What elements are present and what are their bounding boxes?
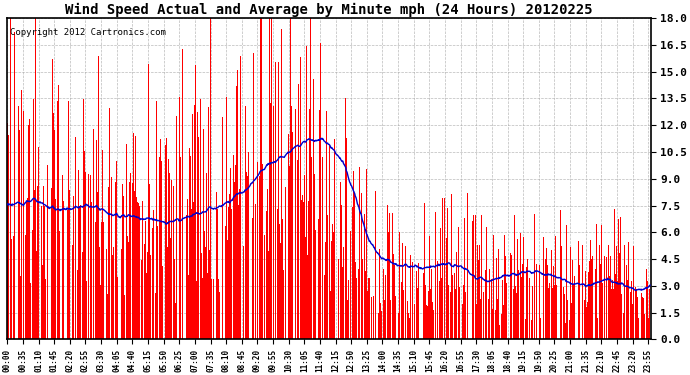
- Text: Copyright 2012 Cartronics.com: Copyright 2012 Cartronics.com: [10, 28, 166, 37]
- Title: Wind Speed Actual and Average by Minute mph (24 Hours) 20120225: Wind Speed Actual and Average by Minute …: [65, 3, 593, 17]
